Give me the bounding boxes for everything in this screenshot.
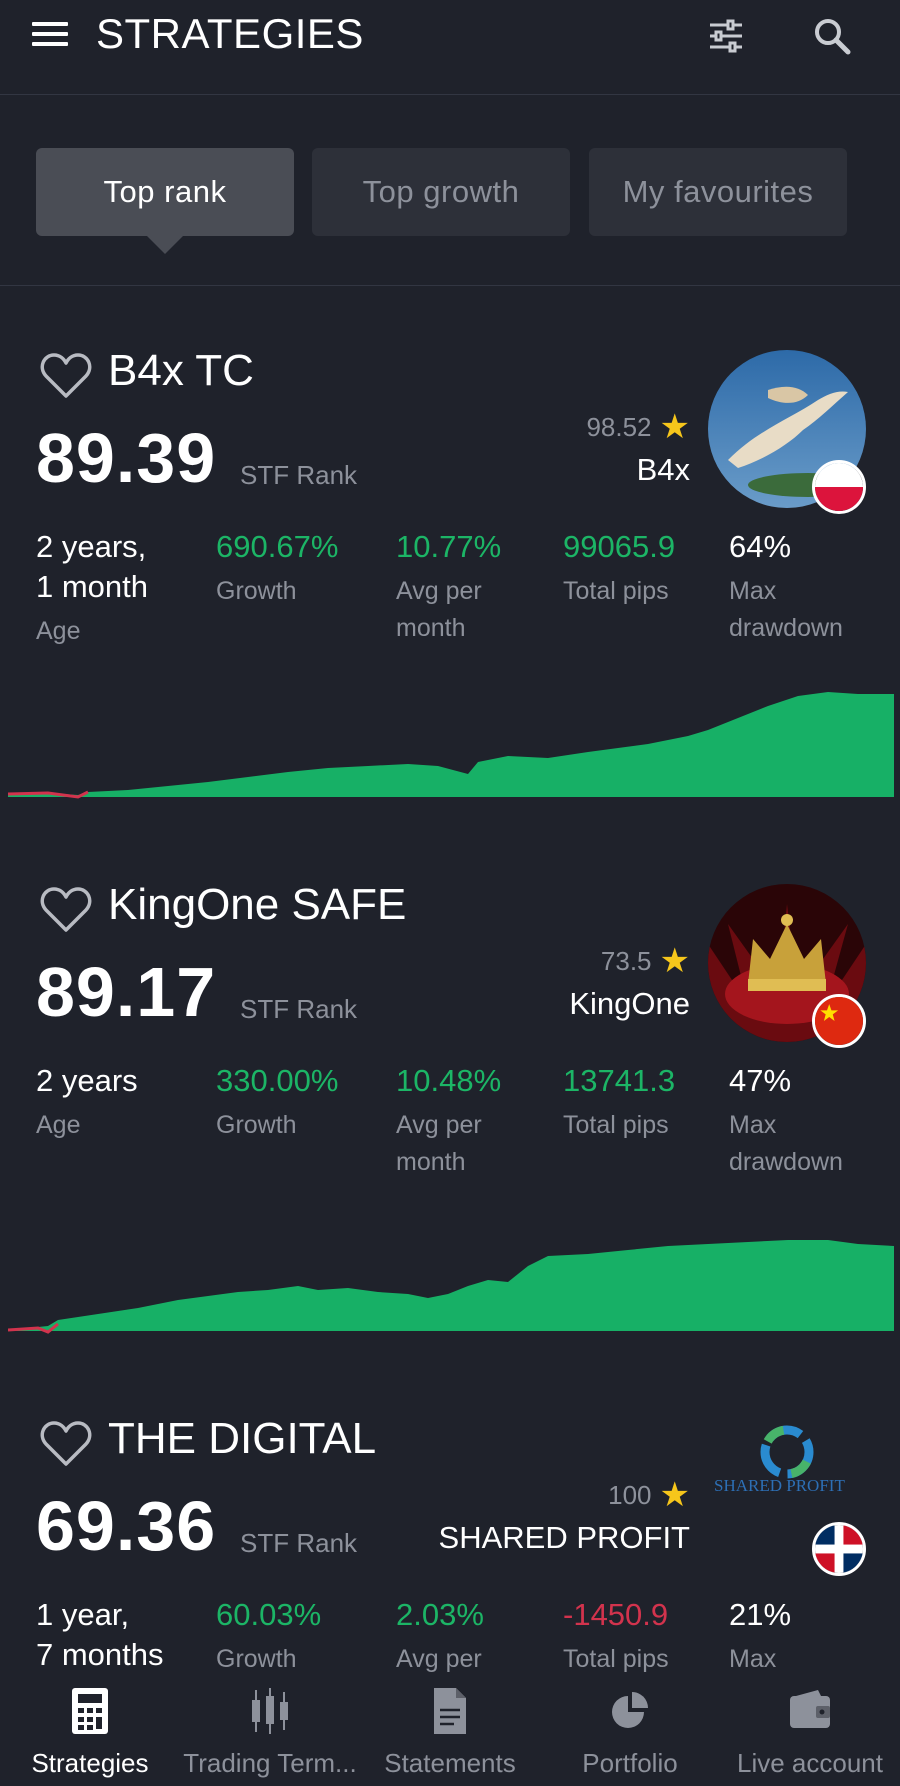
- drawdown-label-line1: Max: [729, 577, 777, 605]
- growth-value: 690.67%: [216, 529, 339, 564]
- total-pips-label: Total pips: [563, 1645, 669, 1673]
- nav-label: Trading Term...: [183, 1748, 357, 1778]
- growth-chart[interactable]: [8, 1216, 894, 1336]
- total-pips-value: 13741.3: [563, 1063, 676, 1098]
- rating: 98.52 ★: [586, 410, 690, 444]
- avg-label-line2: month: [396, 614, 466, 642]
- logo-text: SHARED PROFIT: [714, 1476, 845, 1495]
- page-title: STRATEGIES: [96, 10, 364, 57]
- drawdown-value: 47%: [729, 1063, 792, 1098]
- growth-label: Growth: [216, 577, 297, 605]
- avg-label-line1: Avg per: [396, 577, 482, 605]
- growth-value: 330.00%: [216, 1063, 339, 1098]
- star-icon: ★: [659, 942, 690, 980]
- nav-label: Portfolio: [582, 1748, 678, 1778]
- rating-value: 98.52: [586, 411, 652, 442]
- avg-label-line2: month: [396, 1148, 466, 1176]
- tab-my-favourites[interactable]: My favourites: [589, 148, 847, 236]
- rating-value: 73.5: [600, 945, 652, 976]
- document-icon: [434, 1688, 466, 1734]
- tab-top-growth[interactable]: Top growth: [312, 148, 570, 236]
- age-value-line1: 1 year,: [36, 1597, 130, 1632]
- rank-label: STF Rank: [240, 460, 358, 490]
- drawdown-label-line1: Max: [729, 1111, 777, 1139]
- rank-value: 89.17: [36, 953, 217, 1031]
- shared-profit-logo[interactable]: SHARED PROFIT: [708, 1418, 866, 1576]
- nav-trading-terminal[interactable]: Trading Term...: [180, 1680, 360, 1786]
- rank-label: STF Rank: [240, 994, 358, 1024]
- avg-month-value: 2.03%: [396, 1597, 484, 1632]
- age-value-line1: 2 years: [36, 1063, 138, 1098]
- strategy-name[interactable]: THE DIGITAL: [108, 1414, 377, 1463]
- filter-icon[interactable]: [706, 16, 746, 56]
- avg-month-value: 10.48%: [396, 1063, 502, 1098]
- growth-value: 60.03%: [216, 1597, 322, 1632]
- wallet-icon: [790, 1690, 830, 1728]
- total-pips-label: Total pips: [563, 1111, 669, 1139]
- avatar[interactable]: [708, 350, 866, 508]
- strategy-card[interactable]: KingOne SAFE 89.17 STF Rank 73.5 ★ KingO…: [0, 880, 900, 1421]
- rating: 100 ★: [608, 1478, 690, 1512]
- nav-label: Statements: [384, 1748, 516, 1778]
- growth-label: Growth: [216, 1645, 297, 1673]
- bottom-navigation: Strategies Trading Term... Statements Po…: [0, 1680, 900, 1786]
- strategy-name[interactable]: B4x TC: [108, 346, 254, 395]
- nav-label: Live account: [737, 1748, 883, 1778]
- star-icon: ★: [659, 1476, 690, 1514]
- heart-icon[interactable]: [40, 1420, 92, 1468]
- total-pips-label: Total pips: [563, 577, 669, 605]
- total-pips-value: -1450.9: [563, 1597, 669, 1632]
- avg-label-line1: Avg per: [396, 1111, 482, 1139]
- growth-label: Growth: [216, 1111, 297, 1139]
- heart-icon[interactable]: [40, 886, 92, 934]
- rank-label: STF Rank: [240, 1528, 358, 1558]
- strategy-card[interactable]: THE DIGITAL 69.36 STF Rank 100 ★ SHARED …: [0, 1414, 900, 1680]
- nav-label: Strategies: [31, 1748, 149, 1778]
- drawdown-label-line2: drawdown: [729, 614, 843, 642]
- stats-row: 1 year, 7 months 60.03% Growth 2.03% Avg…: [0, 1595, 900, 1685]
- nav-portfolio[interactable]: Portfolio: [540, 1680, 720, 1786]
- stats-row: 2 years, 1 month Age 690.67% Growth 10.7…: [0, 527, 900, 667]
- age-label: Age: [36, 1111, 81, 1139]
- strategy-name[interactable]: KingOne SAFE: [108, 880, 407, 929]
- author-name[interactable]: B4x: [636, 452, 690, 487]
- tab-bar: Top rank Top growth My favourites: [0, 96, 900, 286]
- total-pips-value: 99065.9: [563, 529, 676, 564]
- author-name[interactable]: KingOne: [569, 986, 690, 1021]
- rank-value: 69.36: [36, 1487, 217, 1565]
- star-icon: ★: [659, 408, 690, 446]
- growth-chart[interactable]: [8, 682, 894, 802]
- nav-live-account[interactable]: Live account: [720, 1680, 900, 1786]
- tab-top-rank[interactable]: Top rank: [36, 148, 294, 254]
- app-bar: STRATEGIES: [0, 0, 900, 95]
- nav-strategies[interactable]: Strategies: [0, 1680, 180, 1786]
- drawdown-value: 64%: [729, 529, 792, 564]
- flag-china-icon: [812, 994, 866, 1048]
- age-value-line2: 1 month: [36, 569, 149, 604]
- rating-value: 100: [608, 1479, 652, 1510]
- menu-icon[interactable]: [32, 22, 68, 50]
- drawdown-value: 21%: [729, 1597, 792, 1632]
- rating: 73.5 ★: [601, 944, 690, 978]
- age-value-line1: 2 years,: [36, 529, 147, 564]
- pie-chart-icon: [612, 1692, 648, 1728]
- strategy-card[interactable]: B4x TC 89.39 STF Rank 98.52 ★ B4x 2 year…: [0, 346, 900, 887]
- rank-value: 89.39: [36, 419, 217, 497]
- calculator-icon: [72, 1688, 108, 1734]
- heart-icon[interactable]: [40, 352, 92, 400]
- nav-statements[interactable]: Statements: [360, 1680, 540, 1786]
- avg-month-value: 10.77%: [396, 529, 502, 564]
- age-value-line2: 7 months: [36, 1637, 164, 1672]
- flag-dominican-republic-icon: [812, 1522, 866, 1576]
- candlestick-icon: [252, 1688, 288, 1734]
- age-label: Age: [36, 617, 81, 645]
- drawdown-label-line2: drawdown: [729, 1148, 843, 1176]
- avg-label-line1: Avg per: [396, 1645, 482, 1673]
- drawdown-label-line1: Max: [729, 1645, 777, 1673]
- flag-poland-icon: [812, 460, 866, 514]
- author-name[interactable]: SHARED PROFIT: [438, 1520, 690, 1555]
- search-icon[interactable]: [810, 14, 854, 58]
- stats-row: 2 years Age 330.00% Growth 10.48% Avg pe…: [0, 1061, 900, 1201]
